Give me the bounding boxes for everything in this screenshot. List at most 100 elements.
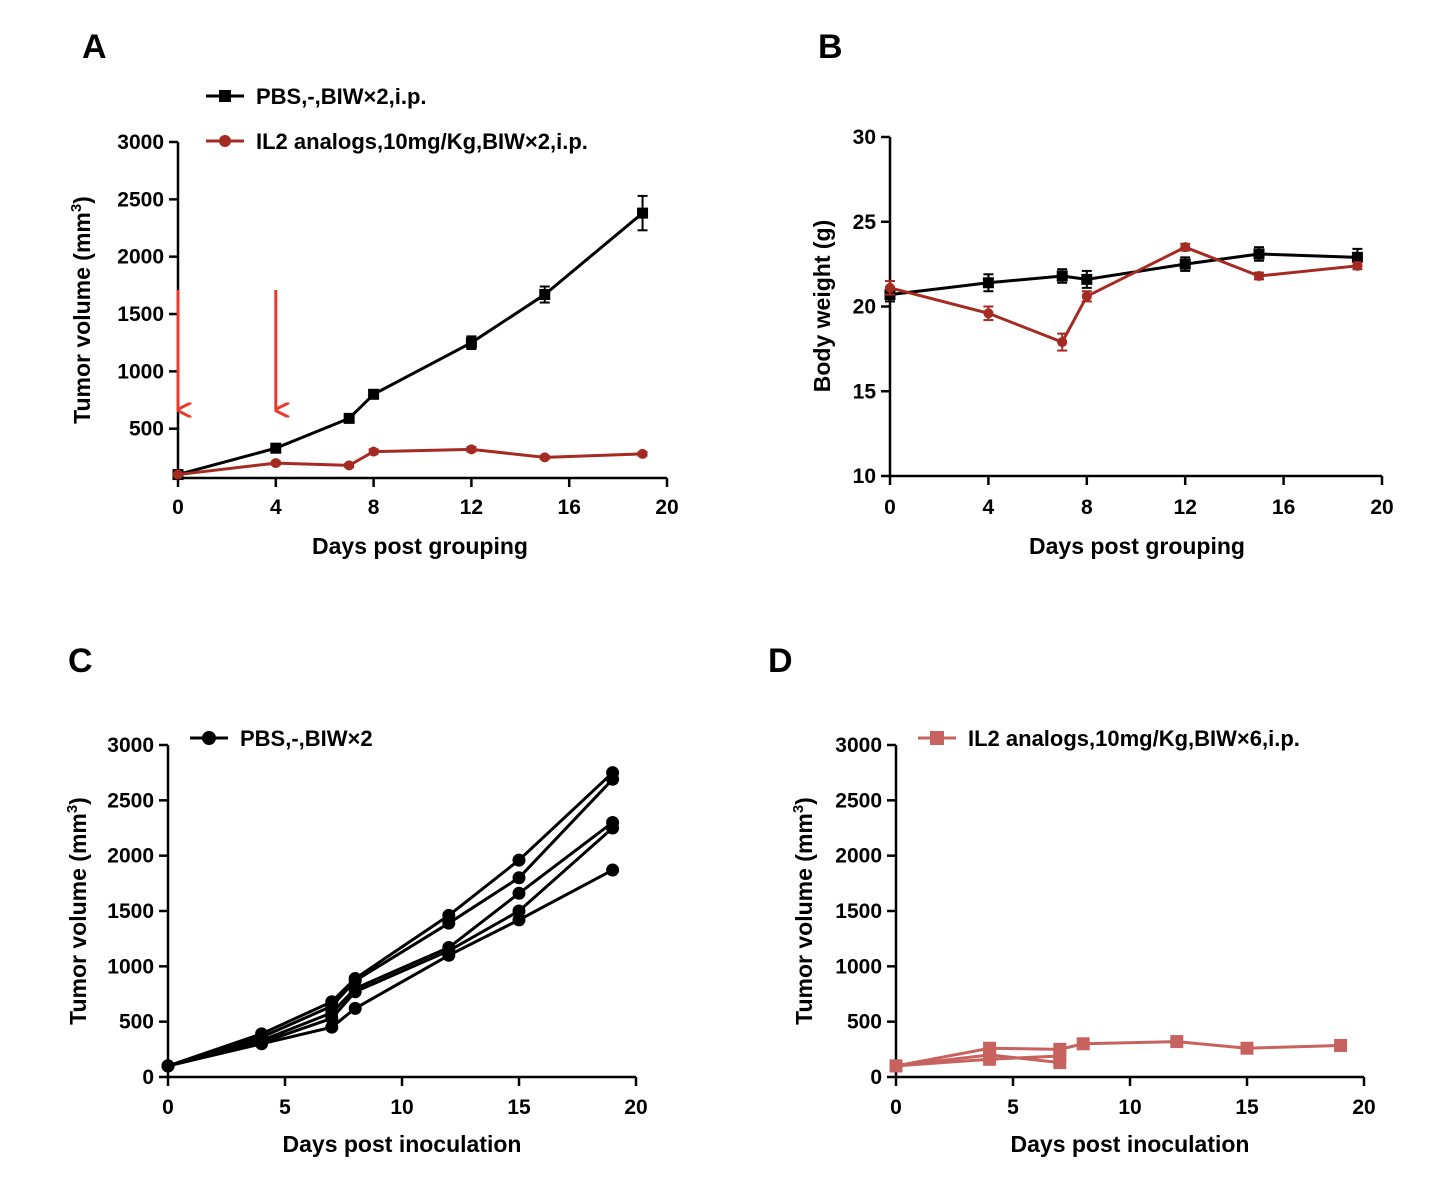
x-axis-title-d: Days post inoculation	[1011, 1131, 1250, 1157]
y-axis-title-c-main: Tumor volume (mm	[65, 813, 91, 1025]
data-point-c-3	[606, 821, 620, 835]
series-line-c-3	[167, 826, 614, 1068]
legend-c: PBS,-,BIW×2	[190, 726, 373, 751]
x-tick-label-a: 8	[368, 496, 380, 519]
y-axis-title-d: Tumor volume (mm3)	[790, 797, 817, 1025]
y-axis-title-a-end: )	[69, 196, 95, 204]
chart-panel-b: 0 4 8 12 16 20 10 15 20 25 30	[853, 126, 1394, 519]
data-point-a-1	[344, 460, 355, 471]
data-point-a-1	[539, 452, 550, 463]
y-tick-label-a: 500	[129, 418, 164, 441]
y-tick-label-c: 2000	[107, 845, 154, 868]
data-point-c-1	[442, 916, 456, 930]
x-tick-label-a: 12	[460, 496, 483, 519]
x-tick-label-d: 0	[890, 1096, 902, 1119]
y-axis-title-a-main: Tumor volume (mm	[69, 212, 95, 424]
x-tick-label-b: 4	[983, 496, 995, 519]
data-point-b-0	[1351, 251, 1363, 263]
y-tick-label-a: 2500	[117, 188, 164, 211]
data-point-c-1	[512, 871, 526, 885]
x-tick-label-c: 5	[279, 1096, 291, 1119]
data-point-b-0	[1253, 248, 1265, 260]
data-point-c-4	[255, 1037, 269, 1051]
x-axis-title-c: Days post inoculation	[283, 1131, 522, 1157]
data-point-b-1	[983, 308, 994, 319]
data-point-c-4	[348, 1001, 362, 1015]
y-axis-title-d-main: Tumor volume (mm	[791, 813, 817, 1025]
data-point-c-4	[606, 863, 620, 877]
series-line-a-0	[177, 211, 644, 477]
data-point-a-1	[173, 469, 183, 480]
data-point-a-0	[539, 289, 551, 301]
x-axis-title-a: Days post grouping	[312, 533, 528, 559]
y-tick-label-d: 3000	[835, 734, 882, 757]
data-point-c-4	[325, 1020, 339, 1034]
data-point-c-0	[512, 853, 526, 867]
legend-a-marker-il2	[219, 135, 231, 147]
data-point-d-0	[1170, 1035, 1184, 1049]
data-point-a-1	[270, 458, 281, 469]
y-tick-label-d: 1000	[835, 955, 882, 978]
data-point-d-0	[1334, 1038, 1348, 1052]
legend-d-marker	[930, 731, 944, 745]
chart-panel-d: 0 5 10 15 20 0 500 1000 1500 2000 2500 3000	[835, 734, 1375, 1119]
data-point-b-0	[1179, 258, 1191, 270]
y-tick-label-a: 1500	[117, 303, 164, 326]
data-point-a-1	[637, 448, 648, 459]
x-tick-label-d: 15	[1235, 1096, 1259, 1119]
legend-a-marker-pbs	[219, 90, 231, 102]
data-point-d-2	[983, 1052, 997, 1066]
data-point-c-4	[442, 948, 456, 962]
data-point-b-1	[885, 282, 895, 293]
y-tick-label-c: 500	[119, 1011, 154, 1034]
y-axis-title-d-sup: 3	[790, 805, 807, 813]
data-point-a-0	[368, 388, 380, 400]
chart-panel-a: 0 4 8 12 16 20 500 1000 1500 2000 2500 3000	[117, 131, 678, 519]
data-point-a-0	[465, 337, 477, 349]
x-tick-label-c: 10	[390, 1096, 413, 1119]
x-tick-label-b: 0	[884, 496, 896, 519]
y-tick-label-b: 25	[853, 211, 877, 234]
data-point-b-0	[1056, 270, 1068, 282]
data-point-a-1	[466, 444, 477, 455]
y-tick-label-c: 3000	[107, 734, 154, 757]
y-tick-label-c: 1500	[107, 900, 154, 923]
y-tick-label-b: 10	[853, 465, 876, 488]
data-point-c-4	[512, 913, 526, 927]
y-tick-label-b: 30	[853, 126, 876, 149]
x-tick-label-a: 16	[558, 496, 581, 519]
legend-c-label: PBS,-,BIW×2	[240, 726, 373, 751]
legend-d: IL2 analogs,10mg/Kg,BIW×6,i.p.	[918, 726, 1300, 751]
x-tick-label-b: 8	[1081, 496, 1093, 519]
x-tick-label-b: 12	[1174, 496, 1197, 519]
y-tick-label-a: 2000	[117, 246, 164, 269]
x-tick-label-d: 10	[1118, 1096, 1141, 1119]
data-point-a-1	[368, 446, 379, 457]
y-tick-label-a: 3000	[117, 131, 164, 154]
data-point-b-1	[1254, 270, 1264, 281]
data-point-c-1	[606, 772, 620, 786]
y-axis-title-a: Tumor volume (mm3)	[68, 196, 95, 424]
y-tick-label-c: 2500	[107, 789, 154, 812]
x-tick-label-b: 20	[1370, 496, 1393, 519]
data-point-b-0	[982, 277, 994, 289]
y-tick-label-b: 15	[853, 380, 877, 403]
x-tick-label-c: 15	[507, 1096, 531, 1119]
series-line-c-1	[167, 778, 614, 1068]
x-tick-label-a: 20	[655, 496, 678, 519]
x-tick-label-c: 20	[624, 1096, 647, 1119]
data-point-b-1	[1352, 260, 1363, 271]
y-tick-label-c: 0	[142, 1066, 154, 1089]
y-axis-title-c-end: )	[65, 797, 91, 805]
y-axis-title-c-sup: 3	[64, 805, 81, 813]
data-point-d-0	[1076, 1037, 1090, 1051]
data-point-b-1	[1057, 337, 1068, 348]
series-line-c-4	[167, 868, 614, 1068]
legend-c-marker	[202, 731, 216, 745]
data-point-a-0	[343, 412, 355, 424]
panel-letter-b: B	[818, 28, 843, 66]
series-line-c-0	[167, 771, 614, 1068]
series-line-b-1	[889, 245, 1358, 344]
panel-letter-d: D	[768, 642, 793, 680]
data-point-c-4	[161, 1059, 175, 1073]
